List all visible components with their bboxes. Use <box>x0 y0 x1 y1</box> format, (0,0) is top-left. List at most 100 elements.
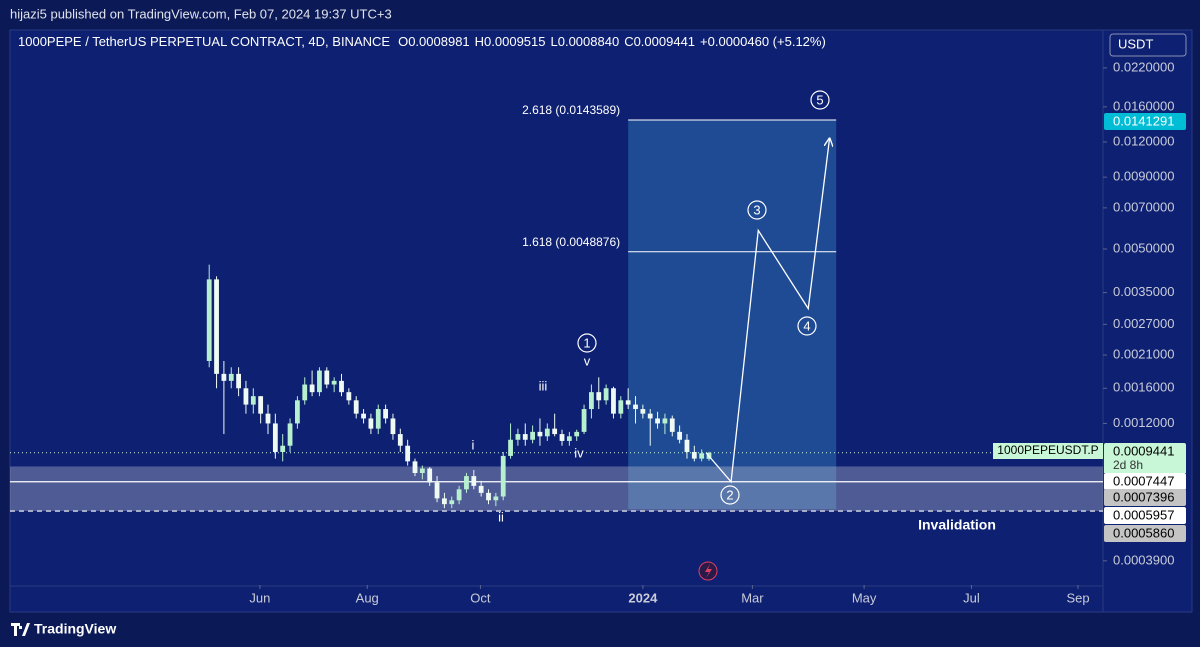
candle-body <box>272 423 278 452</box>
candle-body <box>662 418 668 424</box>
wave-circle <box>720 485 740 505</box>
candle-body <box>691 451 697 459</box>
y-tick-label: 0.0090000 <box>1113 169 1174 184</box>
subwave-label: i <box>472 437 475 452</box>
price-label-box <box>1104 525 1186 542</box>
candle-body <box>522 434 528 440</box>
price-label-box <box>1104 489 1186 506</box>
candle-body <box>471 476 477 486</box>
price-label-box <box>1104 473 1186 490</box>
y-tick-label: 0.0070000 <box>1113 199 1174 214</box>
candle-body <box>618 400 624 414</box>
price-label-box <box>1104 113 1186 130</box>
candle-body <box>331 380 337 385</box>
candle-body <box>206 279 212 362</box>
candle-body <box>669 418 675 432</box>
countdown-box <box>1104 458 1186 473</box>
countdown: 2d 8h <box>1113 458 1143 472</box>
brand-logo <box>11 623 30 636</box>
legend-value: 0.0009441 <box>634 34 695 49</box>
fib-zone <box>628 120 837 510</box>
candle-body <box>375 409 381 429</box>
candle-body <box>361 413 366 419</box>
candle-body <box>493 496 499 501</box>
x-tick-label: 2024 <box>628 590 658 605</box>
price-label-box <box>1104 507 1186 524</box>
legend-value: 0.0009515 <box>484 34 545 49</box>
candle-body <box>552 428 558 435</box>
wave-label: 5 <box>816 92 823 107</box>
candle-body <box>317 370 322 393</box>
candle-body <box>258 396 264 414</box>
candle-body <box>581 409 587 432</box>
wave-label: 2 <box>726 487 733 502</box>
x-tick-label: Sep <box>1066 590 1089 605</box>
legend-change: +0.0000460 (+5.12%) <box>700 34 826 49</box>
y-tick-label: 0.0012000 <box>1113 415 1174 430</box>
candle-body <box>250 396 256 405</box>
event-bolt <box>705 564 712 578</box>
candle-body <box>434 482 440 499</box>
price-label: 0.0005860 <box>1113 525 1174 540</box>
price-label: 0.0005957 <box>1113 507 1174 522</box>
candle-body <box>456 489 462 501</box>
wave-circle <box>577 333 597 353</box>
candle-body <box>633 404 638 410</box>
candle-body <box>214 279 219 374</box>
y-tick-label: 0.0027000 <box>1113 316 1174 331</box>
legend-key: O <box>398 34 408 49</box>
currency-box[interactable] <box>1109 33 1187 57</box>
wave-circle <box>797 316 817 336</box>
candle-body <box>559 434 565 441</box>
candle-body <box>486 492 491 501</box>
candle-body <box>390 418 396 435</box>
y-tick-label: 0.0016000 <box>1113 380 1174 395</box>
x-tick-label: Jul <box>963 590 980 605</box>
candle-body <box>508 439 513 456</box>
candle-body <box>478 485 484 493</box>
candle-body <box>603 388 609 401</box>
price-label: 0.0007396 <box>1113 489 1174 504</box>
fib-label: 2.618 (0.0143589) <box>522 103 620 117</box>
candle-body <box>589 392 594 410</box>
currency[interactable]: USDT <box>1118 36 1153 51</box>
legend-line: 1000PEPE / TetherUS PERPETUAL CONTRACT, … <box>18 34 826 49</box>
candle-body <box>339 380 344 393</box>
wave-label: 1 <box>583 335 590 350</box>
candle-body <box>324 370 330 385</box>
fib-label: 1.618 (0.0048876) <box>522 235 620 249</box>
candle-body <box>449 500 455 505</box>
candle-body <box>243 388 249 405</box>
y-tick-label: 0.0120000 <box>1113 133 1174 148</box>
candle-body <box>566 436 572 441</box>
wave-label: 3 <box>753 202 760 217</box>
y-tick-label: 0.0003900 <box>1113 552 1174 567</box>
x-tick-label: May <box>852 590 877 605</box>
legend-value: 0.0008981 <box>408 34 469 49</box>
candle-body <box>405 445 411 462</box>
wave-circle <box>810 90 830 110</box>
candle-body <box>412 461 418 474</box>
price-label: 0.0007447 <box>1113 473 1174 488</box>
price-label-box <box>1104 443 1186 460</box>
x-tick-label: Mar <box>741 590 764 605</box>
candle-body <box>640 409 646 414</box>
wave-path <box>705 138 829 484</box>
candle-body <box>302 384 308 401</box>
y-tick-label: 0.0021000 <box>1113 346 1174 361</box>
candle-body <box>427 468 433 483</box>
brand: TradingView <box>34 621 116 637</box>
candle-body <box>596 392 602 401</box>
legend: 1000PEPE / TetherUS PERPETUAL CONTRACT, … <box>18 34 826 49</box>
annotation: Invalidation <box>918 517 996 533</box>
wave-circle <box>747 200 767 220</box>
candle-body <box>442 498 447 505</box>
candle-body <box>625 400 631 405</box>
legend-key: L <box>551 34 558 49</box>
candle-body <box>684 439 690 452</box>
x-tick-label: Oct <box>470 590 491 605</box>
legend-value: 0.0008840 <box>558 34 619 49</box>
candle-body <box>464 476 469 490</box>
legend-title: 1000PEPE / TetherUS PERPETUAL CONTRACT, … <box>18 34 390 49</box>
